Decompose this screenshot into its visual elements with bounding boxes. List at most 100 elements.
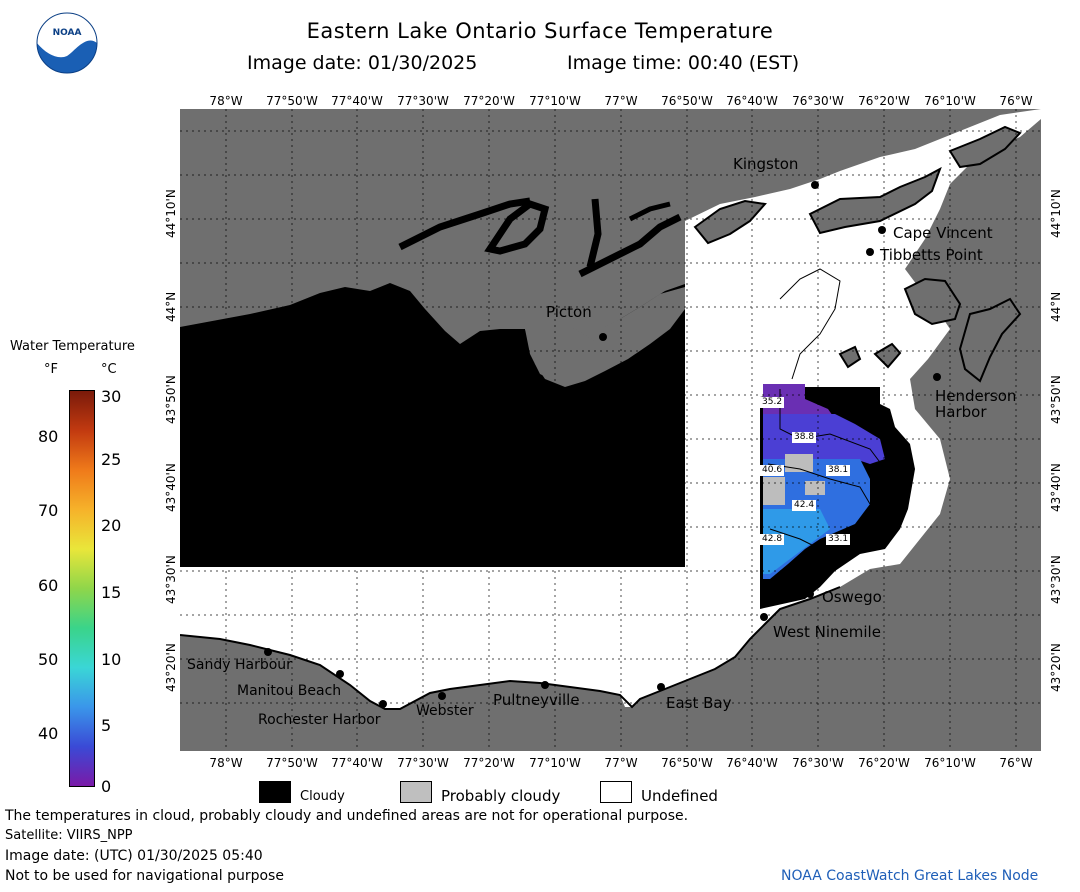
- lat-label: 44°N: [1049, 291, 1063, 322]
- cloudy-label: Cloudy: [300, 789, 345, 804]
- quinte-south: [628, 201, 671, 222]
- temp-label: 40.6: [760, 465, 785, 476]
- footer-satellite: Satellite: VIIRS_NPP: [5, 828, 133, 843]
- place-label: Henderson: [935, 387, 1017, 405]
- lon-label: 76°30'W: [792, 94, 844, 108]
- lat-label: 44°10'N: [1049, 189, 1063, 238]
- place-label: Cape Vincent: [893, 224, 993, 242]
- isotherm: [767, 463, 871, 505]
- temp-label: 38.1: [826, 465, 851, 476]
- lon-label: 77°W: [604, 756, 638, 770]
- temp-label: 35.2: [760, 397, 785, 408]
- place-label: Pultneyville: [493, 691, 580, 709]
- cloud-mask-ontario: [180, 283, 685, 567]
- colorbar-f-tick: 40: [38, 724, 59, 743]
- lon-label: 76°W: [999, 94, 1033, 108]
- footer-image-date: Image date: (UTC) 01/30/2025 05:40: [5, 848, 263, 864]
- coast-contour: [779, 268, 841, 380]
- lon-label: 77°W: [604, 94, 638, 108]
- lon-label: 76°20'W: [858, 756, 910, 770]
- place-label: Oswego: [822, 588, 882, 606]
- lon-label: 76°10'W: [924, 94, 976, 108]
- lon-label: 76°50'W: [661, 756, 713, 770]
- graticule: [180, 109, 1041, 751]
- lon-label: 78°W: [209, 756, 243, 770]
- probably-cloudy-swatch: [400, 781, 432, 803]
- temp-label: 42.4: [792, 500, 817, 511]
- lon-label: 77°10'W: [529, 94, 581, 108]
- colorbar-c-tick: 30: [101, 387, 122, 406]
- temp-label: 38.8: [792, 432, 817, 443]
- lat-label: 43°20'N: [1049, 643, 1063, 692]
- quinte-arm: [586, 198, 602, 268]
- undefined-label: Undefined: [641, 787, 718, 805]
- temp-purple-band: [763, 384, 835, 419]
- temp-label: 33.1: [826, 534, 851, 545]
- place-label: Webster: [416, 703, 474, 719]
- lon-label: 76°40'W: [726, 94, 778, 108]
- place-label: Manitou Beach: [237, 683, 342, 699]
- bay-of-quinte-line: [578, 213, 682, 278]
- temp-label: 42.8: [760, 534, 785, 545]
- place-label: Picton: [546, 303, 592, 321]
- galloo-island: [838, 345, 862, 369]
- colorbar-c-tick: 0: [101, 777, 112, 796]
- colorbar-f-tick: 80: [38, 427, 59, 446]
- cape-vincent-dot: [878, 226, 886, 234]
- lon-label: 76°10'W: [924, 756, 976, 770]
- lon-label: 77°40'W: [331, 756, 383, 770]
- place-label: Sandy Harbour: [187, 657, 292, 673]
- lon-label: 77°40'W: [331, 94, 383, 108]
- lat-label: 43°30'N: [164, 555, 178, 604]
- east-bay-dot: [657, 683, 665, 691]
- lat-label: 44°N: [164, 291, 178, 322]
- pultneyville-dot: [541, 681, 549, 689]
- colorbar-title: Water Temperature: [10, 339, 135, 354]
- webster-dot: [438, 692, 446, 700]
- lon-label: 76°40'W: [726, 756, 778, 770]
- north-channel-line: [398, 197, 531, 251]
- lat-label: 44°10'N: [164, 189, 178, 238]
- lat-label: 43°40'N: [1049, 463, 1063, 512]
- lat-label: 43°50'N: [1049, 375, 1063, 424]
- place-label: West Ninemile: [773, 623, 881, 641]
- henderson-harbor-dot: [933, 373, 941, 381]
- lon-label: 77°30'W: [397, 94, 449, 108]
- wolfe-island: [808, 166, 942, 235]
- place-label: Kingston: [733, 155, 799, 173]
- place-label: Harbor: [935, 403, 987, 421]
- lon-label: 76°50'W: [661, 94, 713, 108]
- temp-lightblue-band: [763, 509, 830, 574]
- place-label: Rochester Harbor: [258, 712, 381, 728]
- place-label: East Bay: [666, 694, 732, 712]
- footer-navigation-warning: Not to be used for navigational purpose: [5, 868, 284, 884]
- west-ninemile-dot: [760, 613, 768, 621]
- amherst-island: [693, 199, 767, 245]
- probably-cloudy-patch: [805, 481, 825, 495]
- noaa-logo: NOAA: [36, 12, 98, 74]
- lat-label: 43°40'N: [164, 463, 178, 512]
- colorbar-f-tick: 70: [38, 501, 59, 520]
- lon-label: 76°W: [999, 756, 1033, 770]
- lat-label: 43°50'N: [164, 375, 178, 424]
- undefined-swatch: [600, 781, 632, 803]
- probably-cloudy-label: Probably cloudy: [441, 787, 561, 805]
- rochester-harbor-dot: [379, 700, 387, 708]
- picton-dot: [599, 333, 607, 341]
- image-time: Image time: 00:40 (EST): [567, 52, 800, 74]
- lon-label: 77°20'W: [463, 756, 515, 770]
- lon-label: 78°W: [209, 94, 243, 108]
- manitou-beach-dot: [336, 670, 344, 678]
- city-dots: [264, 181, 941, 708]
- cloudy-swatch: [259, 781, 291, 803]
- colorbar-c-tick: 25: [101, 450, 122, 469]
- lat-label: 43°20'N: [164, 643, 178, 692]
- east-shore: [958, 297, 1022, 383]
- colorbar-unit-c: °C: [101, 362, 117, 377]
- map-svg: [179, 109, 1041, 751]
- colorbar-unit-f: °F: [44, 362, 58, 377]
- lon-label: 77°50'W: [266, 756, 318, 770]
- image-date: Image date: 01/30/2025: [247, 52, 478, 74]
- grenadier-island: [903, 277, 962, 326]
- colorbar: [69, 390, 95, 787]
